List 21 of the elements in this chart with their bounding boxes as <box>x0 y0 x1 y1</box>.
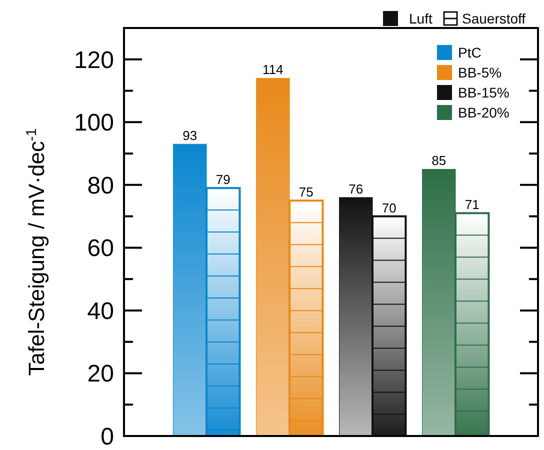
legend-label: Luft <box>409 10 432 26</box>
data-label: 70 <box>382 200 396 216</box>
y-tick-label: 20 <box>87 360 114 388</box>
annotation: BB-20% <box>458 104 510 120</box>
annotation: BB-5% <box>458 64 502 80</box>
y-tick-label: 100 <box>74 110 114 137</box>
y-tick-label: 60 <box>87 235 114 262</box>
y-tick-label: 40 <box>87 298 114 325</box>
y-tick-label: 120 <box>74 46 114 74</box>
data-label: 79 <box>216 172 230 188</box>
legend-label: Sauerstoff <box>462 10 526 26</box>
annotation: BB-15% <box>458 84 510 100</box>
y-tick-label: 80 <box>87 172 114 200</box>
data-label: 75 <box>298 184 314 200</box>
y-tick-label: 0 <box>100 423 114 450</box>
annotation: PtC <box>458 44 482 60</box>
data-label: 76 <box>348 181 364 196</box>
data-label: 93 <box>182 128 198 144</box>
data-label: 85 <box>432 153 446 168</box>
data-label: 71 <box>464 197 480 212</box>
data-label: 114 <box>262 62 284 78</box>
